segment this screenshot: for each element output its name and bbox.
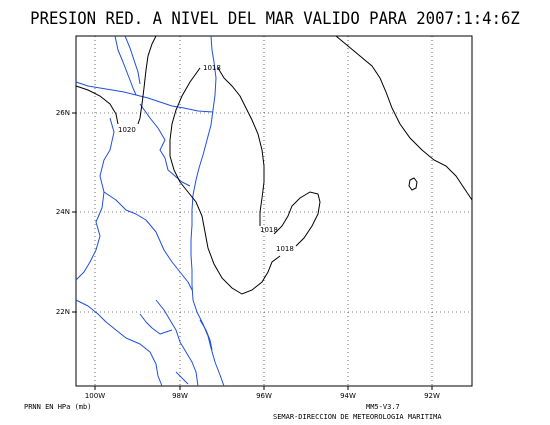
isobars (75, 35, 473, 295)
us-mexico-border (75, 81, 214, 113)
y-tick-label: 24N (56, 208, 70, 216)
map-title: PRESION RED. A NIVEL DEL MAR VALIDO PARA… (30, 9, 520, 29)
y-tick-label: 22N (56, 308, 70, 316)
state-border (75, 299, 163, 387)
state-border (175, 371, 189, 385)
x-tick-label: 94W (340, 392, 356, 400)
x-tick-label: 96W (256, 392, 272, 400)
state-border (139, 103, 191, 187)
x-tick-label: 92W (424, 392, 440, 400)
contour-label: 1018 (260, 226, 278, 234)
state-border (155, 299, 199, 387)
texas-border (114, 35, 137, 96)
state-border (139, 313, 173, 335)
units-label: PRNN EN HPa (mb) (24, 403, 92, 411)
state-border (103, 191, 193, 291)
axis-ticks (72, 112, 433, 390)
model-version: MM5-V3.7 (366, 403, 400, 411)
map-grid (76, 36, 472, 386)
isobar-1018 (335, 35, 473, 201)
coastline-and-borders (75, 35, 225, 387)
contour-label: 1020 (118, 126, 136, 134)
texas-border (124, 35, 141, 85)
isobar-1020 (75, 35, 157, 125)
isobar-1018 (273, 191, 321, 247)
map-frame (75, 35, 473, 387)
contour-label: 1018 (203, 64, 221, 72)
state-border (199, 319, 213, 351)
isobar-closed-small (408, 177, 418, 191)
x-tick-label: 98W (172, 392, 188, 400)
isobar-1018 (169, 67, 281, 295)
y-tick-label: 26N (56, 109, 70, 117)
agency-credit: SEMAR-DIRECCION DE METEOROLOGIA MARITIMA (273, 413, 442, 421)
state-border (75, 117, 115, 281)
contour-label: 1018 (276, 245, 294, 253)
x-tick-label: 100W (85, 392, 105, 400)
